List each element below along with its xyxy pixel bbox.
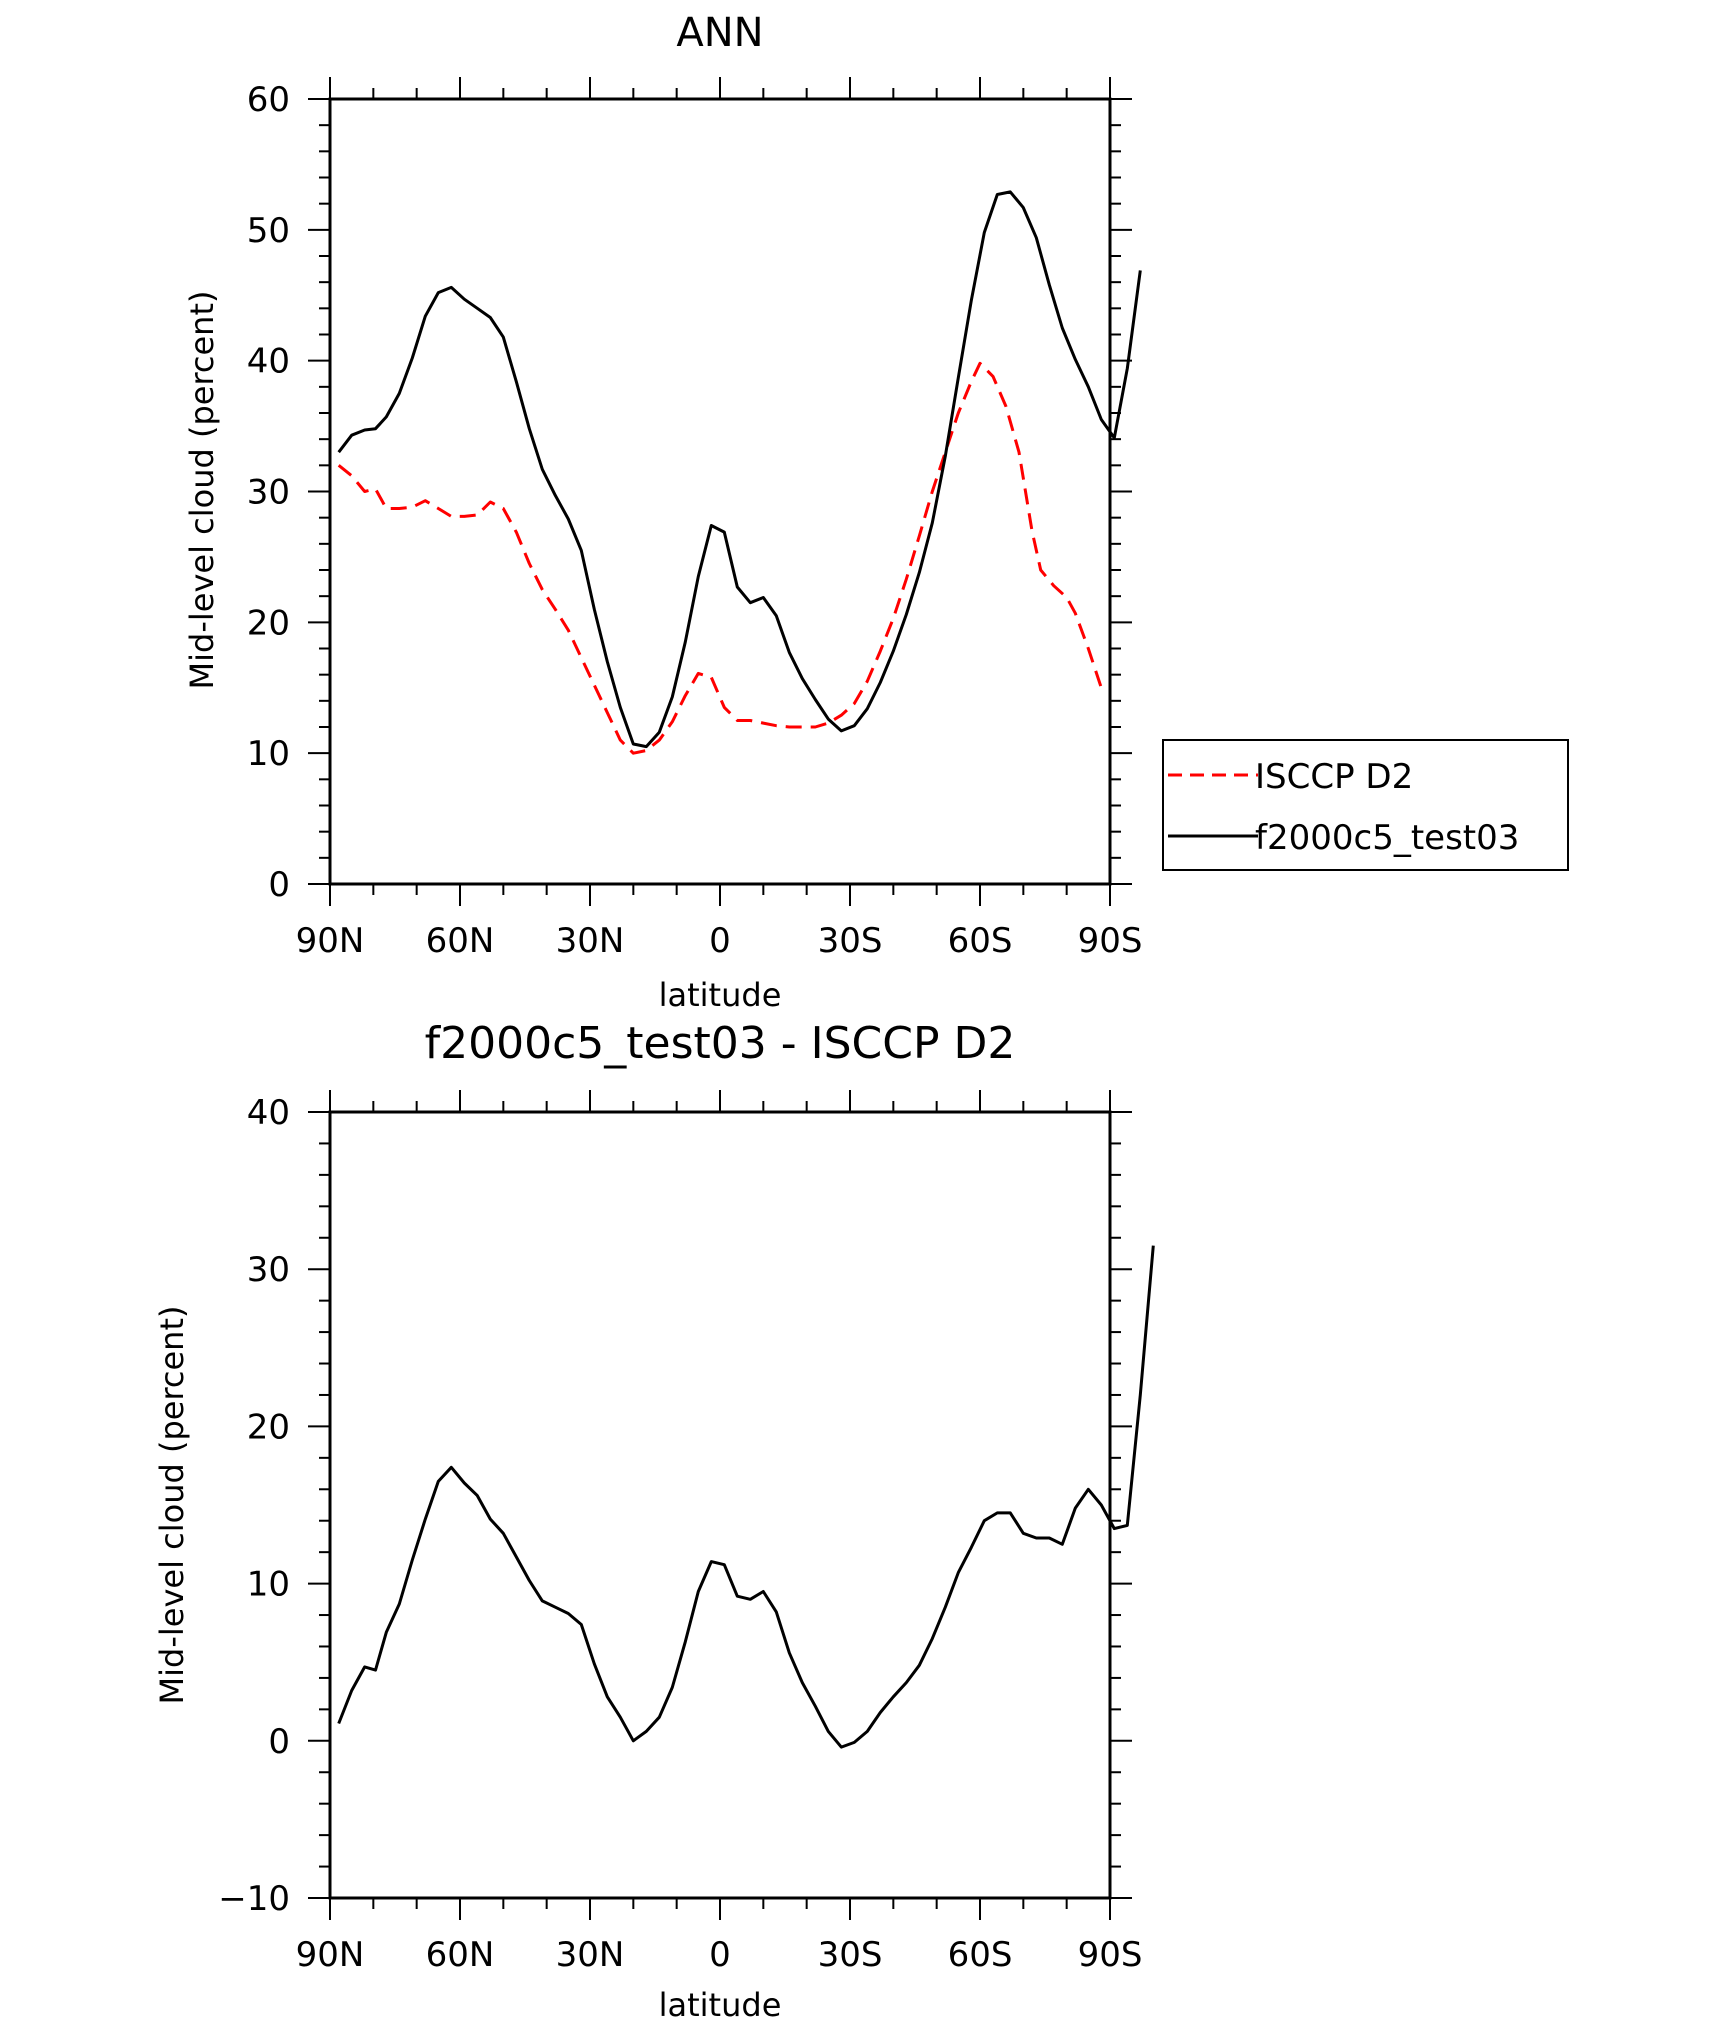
panel-annual-mid-level-cloud: ANN 0 10 20 30 40 50 60 90N 60N 30N 0 30S 60S 90S la… <box>183 10 1569 1014</box>
x-axis: 90N 60N 30N 0 30S 60S 90S <box>296 1090 1143 1975</box>
legend: ISCCP D2 f2000c5_test03 <box>1162 739 1569 871</box>
y-tick-label: 20 <box>247 1407 290 1447</box>
legend-label-isccp-d2: ISCCP D2 <box>1255 757 1413 797</box>
x-tick-label: 90N <box>296 1935 365 1975</box>
x-tick-label: 30S <box>818 921 883 961</box>
x-axis-label: latitude <box>659 976 782 1014</box>
y-tick-label: 20 <box>247 603 290 643</box>
y-axis: 0 10 20 30 40 50 60 <box>247 80 1132 905</box>
series-lines <box>337 190 1142 755</box>
x-tick-label: 30S <box>818 1935 883 1975</box>
y-axis-label: Mid-level cloud (percent) <box>153 1306 191 1705</box>
x-tick-label: 0 <box>709 921 731 961</box>
y-axis-label: Mid-level cloud (percent) <box>183 291 221 690</box>
y-tick-label: 0 <box>268 1722 290 1762</box>
x-tick-label: 30N <box>556 921 625 961</box>
y-tick-label: 10 <box>247 734 290 774</box>
x-tick-label: 60S <box>948 1935 1013 1975</box>
chart-title: f2000c5_test03 - ISCCP D2 <box>425 1018 1016 1069</box>
y-axis: −10 0 10 20 30 40 <box>218 1093 1132 1919</box>
x-tick-label: 60S <box>948 921 1013 961</box>
y-tick-label: 30 <box>247 1250 290 1290</box>
y-tick-label: 40 <box>247 1093 290 1133</box>
x-tick-label: 90N <box>296 921 365 961</box>
plot-frame <box>328 1110 1112 1900</box>
series-line-difference-0 <box>337 1245 1155 1749</box>
plot-frame <box>328 97 1112 886</box>
x-tick-label: 30N <box>556 1935 625 1975</box>
chart-title: ANN <box>676 10 763 56</box>
y-tick-label: −10 <box>218 1879 290 1919</box>
y-tick-label: 60 <box>247 80 290 120</box>
y-tick-label: 50 <box>247 211 290 251</box>
series-line-isccp-d2 <box>337 361 1103 755</box>
x-axis: 90N 60N 30N 0 30S 60S 90S <box>296 77 1143 961</box>
x-tick-label: 90S <box>1078 1935 1143 1975</box>
x-tick-label: 60N <box>426 1935 495 1975</box>
y-tick-label: 30 <box>247 473 290 513</box>
y-tick-label: 0 <box>268 865 290 905</box>
y-tick-label: 40 <box>247 342 290 382</box>
x-tick-label: 0 <box>709 1935 731 1975</box>
x-tick-label: 60N <box>426 921 495 961</box>
x-axis-label: latitude <box>659 1986 782 2021</box>
series-line-f2000c5-test03 <box>337 190 1142 749</box>
panel-difference: f2000c5_test03 - ISCCP D2 −10 0 10 20 30 40 9… <box>153 1018 1155 2021</box>
legend-box <box>1162 739 1569 871</box>
series-lines <box>337 1245 1155 1749</box>
y-tick-label: 10 <box>247 1565 290 1605</box>
x-tick-label: 90S <box>1078 921 1143 961</box>
legend-label-f2000c5-test03: f2000c5_test03 <box>1255 818 1519 858</box>
